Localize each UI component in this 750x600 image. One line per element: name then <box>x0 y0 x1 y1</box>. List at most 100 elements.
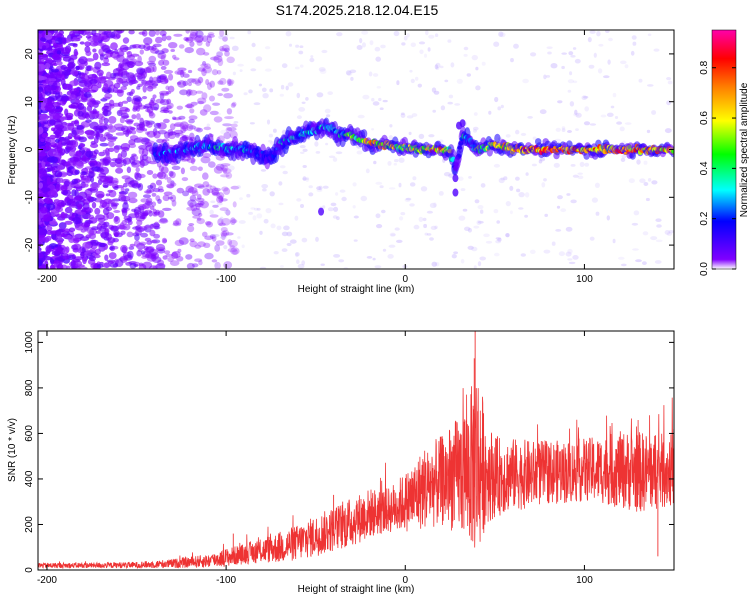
noise-blob <box>73 237 82 242</box>
noise-blob <box>295 252 300 257</box>
noise-blob <box>389 232 396 237</box>
noise-blob <box>129 127 136 131</box>
noise-blob <box>366 256 373 259</box>
noise-blob <box>434 225 438 230</box>
noise-blob <box>201 68 207 77</box>
noise-blob <box>227 79 235 85</box>
noise-blob <box>294 215 299 221</box>
noise-blob <box>202 66 212 74</box>
noise-blob <box>213 187 221 192</box>
noise-blob <box>60 200 65 207</box>
noise-blob <box>197 185 205 189</box>
noise-blob <box>62 189 72 196</box>
noise-blob <box>99 136 107 142</box>
snr-y-tick-label: 0 <box>24 567 35 573</box>
noise-blob <box>128 197 138 204</box>
noise-blob <box>620 263 627 267</box>
noise-blob <box>265 208 272 214</box>
noise-blob <box>50 68 60 73</box>
noise-blob <box>89 40 99 47</box>
noise-blob <box>525 172 529 176</box>
noise-blob <box>134 97 143 102</box>
noise-blob <box>120 143 131 150</box>
noise-blob <box>129 156 136 165</box>
noise-blob <box>393 162 397 166</box>
spectrogram-x-tick-label: 0 <box>402 274 408 285</box>
noise-blob <box>273 128 277 133</box>
noise-blob <box>100 98 108 102</box>
noise-blob <box>520 253 526 257</box>
noise-blob <box>117 69 124 77</box>
noise-blob <box>72 258 81 263</box>
noise-blob <box>121 175 131 180</box>
noise-blob <box>209 185 217 191</box>
noise-blob <box>38 168 44 175</box>
snr-y-tick-label: 200 <box>24 516 35 533</box>
noise-blob <box>318 67 326 72</box>
noise-blob <box>399 216 404 221</box>
noise-blob <box>480 209 484 214</box>
noise-blob <box>572 47 577 50</box>
noise-blob <box>156 262 166 269</box>
noise-blob <box>431 261 438 267</box>
noise-blob <box>143 37 153 45</box>
noise-blob <box>493 163 500 168</box>
noise-blob <box>243 92 248 96</box>
noise-blob <box>118 78 128 84</box>
noise-blob <box>382 99 388 103</box>
noise-blob <box>128 143 136 149</box>
noise-blob <box>467 245 474 250</box>
noise-blob <box>221 165 229 172</box>
noise-blob <box>252 215 257 221</box>
noise-blob <box>409 69 413 73</box>
noise-blob <box>129 79 139 85</box>
noise-blob <box>38 182 43 189</box>
noise-blob <box>129 243 136 247</box>
noise-blob <box>196 40 203 46</box>
noise-blob <box>447 39 452 43</box>
noise-blob <box>168 170 174 177</box>
noise-blob <box>160 166 169 174</box>
noise-blob <box>173 123 182 127</box>
noise-blob <box>577 175 584 180</box>
noise-blob <box>119 116 125 124</box>
noise-blob <box>84 41 91 47</box>
noise-blob <box>387 161 392 166</box>
noise-blob <box>589 123 597 126</box>
noise-blob <box>155 243 166 252</box>
noise-blob <box>139 123 146 131</box>
noise-blob <box>103 31 108 35</box>
noise-blob <box>38 86 44 93</box>
noise-blob <box>186 103 193 109</box>
noise-blob <box>157 188 165 193</box>
noise-blob <box>158 218 169 224</box>
noise-blob <box>650 236 658 241</box>
noise-blob <box>515 129 520 135</box>
noise-blob <box>543 74 547 80</box>
noise-blob <box>196 127 203 133</box>
noise-blob <box>38 76 48 80</box>
noise-blob <box>379 107 384 110</box>
noise-blob <box>122 202 129 211</box>
noise-blob <box>196 194 202 200</box>
noise-blob <box>108 116 117 124</box>
noise-blob <box>99 142 109 147</box>
noise-blob <box>146 170 154 175</box>
noise-blob <box>333 206 339 212</box>
noise-blob <box>98 118 103 125</box>
noise-blob <box>575 128 579 132</box>
noise-blob <box>146 85 154 92</box>
noise-blob <box>279 93 284 97</box>
noise-blob <box>382 248 387 252</box>
noise-blob <box>204 252 214 260</box>
noise-blob <box>123 182 128 188</box>
noise-blob <box>84 30 91 34</box>
noise-blob <box>335 192 339 196</box>
snr-series-line <box>38 386 674 570</box>
noise-blob <box>180 125 187 134</box>
noise-blob <box>45 57 53 64</box>
noise-blob <box>38 147 42 153</box>
spectrogram-y-tick-label: 0 <box>24 146 35 152</box>
noise-blob <box>85 65 92 71</box>
noise-blob <box>339 189 346 193</box>
